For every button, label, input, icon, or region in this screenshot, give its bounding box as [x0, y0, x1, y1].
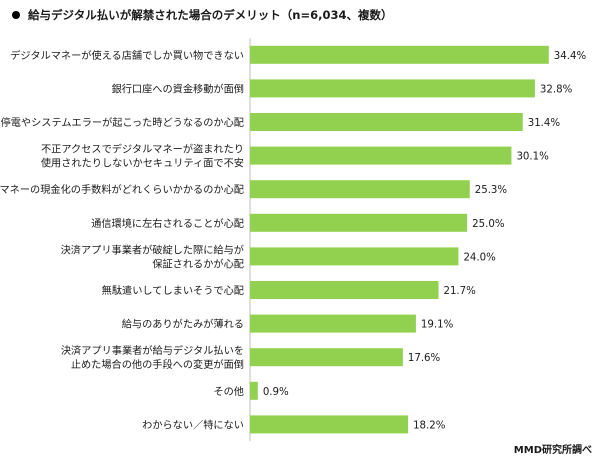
- value-label: 32.8%: [540, 84, 573, 95]
- category-label: 使用されたりしないかセキュリティ面で不安: [41, 157, 244, 170]
- chart-title: 給与デジタル払いが解禁された場合のデメリット（n=6,034、複数）: [28, 8, 393, 22]
- bar: [250, 213, 468, 232]
- value-label: 30.1%: [516, 152, 549, 163]
- bar: [250, 281, 439, 299]
- category-label: 決済アプリ事業者が給与デジタル払いを: [61, 344, 244, 357]
- bar: [250, 381, 258, 400]
- category-label: 無駄遣いしてしまいそうで心配: [102, 284, 244, 297]
- bar: [250, 113, 523, 131]
- bar: [250, 247, 459, 266]
- value-label: 24.0%: [463, 252, 496, 263]
- source-credit: MMD研究所調べ: [513, 445, 592, 456]
- category-label: デジタルマネーが使える店舗でしか買い物できない: [10, 49, 244, 62]
- bullet-icon: [12, 11, 20, 19]
- category-label: 決済アプリ事業者が破綻した際に給与が: [61, 243, 244, 256]
- value-label: 0.9%: [263, 387, 289, 398]
- value-label: 31.4%: [528, 118, 561, 129]
- category-label: 銀行口座への資金移動が面倒: [112, 82, 244, 95]
- value-label: 34.4%: [554, 51, 587, 62]
- bar: [250, 415, 409, 434]
- category-label: デジタルマネーの現金化の手数料がどれくらいかかるのか心配: [0, 183, 244, 196]
- value-label: 25.0%: [472, 219, 505, 230]
- category-label: その他: [213, 385, 244, 398]
- category-label: 給与のありがたみが薄れる: [122, 318, 244, 331]
- value-label: 17.6%: [408, 353, 441, 364]
- bar: [250, 180, 470, 199]
- value-label: 25.3%: [475, 185, 508, 196]
- category-label: 停電やシステムエラーが起こった時どうなるのか心配: [1, 116, 244, 129]
- bar: [250, 348, 403, 367]
- category-label: 通信環境に左右されることが心配: [91, 217, 244, 230]
- bar: [250, 314, 416, 333]
- category-label: 不正アクセスでデジタルマネーが盗まれたり: [41, 143, 244, 156]
- bar: [250, 146, 512, 165]
- value-label: 21.7%: [443, 286, 476, 297]
- bar: [250, 79, 535, 98]
- category-label: 保証されるかが心配: [152, 257, 244, 270]
- value-label: 18.2%: [413, 420, 446, 431]
- category-label: 止めた場合の他の手段への変更が面倒: [71, 358, 244, 371]
- bar: [250, 45, 549, 64]
- chart-title-block: 給与デジタル払いが解禁された場合のデメリット（n=6,034、複数）: [12, 7, 392, 23]
- value-label: 19.1%: [421, 320, 454, 331]
- category-label: わからない／特にない: [142, 419, 244, 431]
